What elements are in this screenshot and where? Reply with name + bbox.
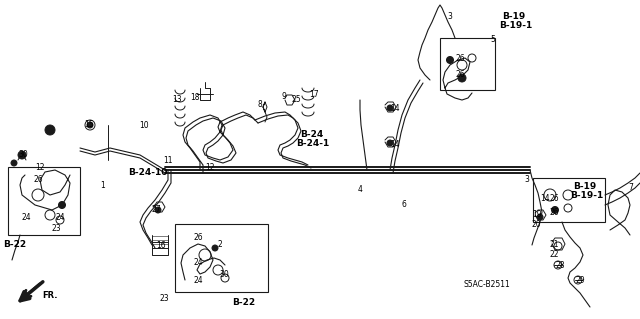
Text: 26: 26: [550, 208, 559, 217]
Bar: [8, 167, 80, 235]
Text: B-24-1: B-24-1: [296, 139, 329, 148]
Text: B-22: B-22: [3, 240, 26, 249]
Circle shape: [212, 245, 218, 251]
Circle shape: [447, 56, 454, 63]
Text: 19: 19: [532, 210, 541, 219]
Text: 1: 1: [100, 181, 105, 190]
Text: 28: 28: [556, 261, 566, 270]
Text: 24: 24: [55, 213, 65, 222]
Text: 15: 15: [84, 120, 93, 129]
Text: 12: 12: [205, 163, 214, 172]
Text: 24: 24: [193, 276, 203, 285]
Text: B-19: B-19: [502, 12, 525, 21]
Bar: [533, 178, 605, 222]
Text: FR.: FR.: [42, 291, 58, 300]
Text: 22: 22: [550, 250, 559, 259]
Text: 17: 17: [309, 90, 319, 99]
Text: B-24: B-24: [300, 130, 323, 139]
Text: 9: 9: [281, 92, 286, 101]
Text: 14: 14: [390, 140, 399, 149]
Text: B-22: B-22: [232, 298, 255, 307]
Circle shape: [537, 214, 543, 220]
Text: 4: 4: [358, 185, 363, 194]
Text: S5AC-B2511: S5AC-B2511: [464, 280, 511, 289]
Text: 10: 10: [139, 121, 148, 130]
Text: 14: 14: [540, 194, 550, 203]
Bar: [440, 38, 495, 90]
Text: 26: 26: [455, 70, 465, 79]
Text: 23: 23: [160, 294, 170, 303]
Circle shape: [45, 125, 55, 135]
Text: 26: 26: [455, 54, 465, 63]
Text: 27: 27: [152, 205, 162, 214]
Text: 23: 23: [52, 224, 61, 233]
Circle shape: [11, 160, 17, 166]
Bar: [175, 224, 268, 292]
Text: B-19-1: B-19-1: [570, 191, 604, 200]
Circle shape: [387, 105, 393, 111]
Circle shape: [18, 151, 26, 159]
Circle shape: [58, 202, 65, 209]
Circle shape: [87, 122, 93, 128]
Text: 12: 12: [35, 163, 45, 172]
Text: 30: 30: [219, 270, 228, 279]
Text: 26: 26: [34, 175, 44, 184]
Text: 18: 18: [190, 93, 200, 102]
Text: 3: 3: [447, 12, 452, 21]
Circle shape: [458, 74, 466, 82]
Text: 8: 8: [258, 100, 263, 109]
Circle shape: [552, 206, 559, 213]
Text: 5: 5: [490, 35, 495, 44]
Text: 21: 21: [550, 240, 559, 249]
Text: B-24-10: B-24-10: [128, 168, 168, 177]
Circle shape: [155, 207, 161, 213]
Text: B-19-1: B-19-1: [499, 21, 532, 30]
Text: 30: 30: [18, 150, 28, 159]
Text: 2: 2: [218, 240, 223, 249]
Text: 20: 20: [532, 220, 541, 229]
Text: 24: 24: [22, 213, 31, 222]
Text: 29: 29: [576, 276, 586, 285]
Text: 7: 7: [628, 183, 633, 192]
Text: 11: 11: [163, 156, 173, 165]
Circle shape: [387, 140, 393, 146]
Text: 6: 6: [402, 200, 407, 209]
Text: 26: 26: [193, 233, 203, 242]
Text: 25: 25: [291, 95, 301, 104]
Text: 3: 3: [524, 175, 529, 184]
Text: B-19: B-19: [573, 182, 596, 191]
Text: 16: 16: [156, 241, 166, 250]
Text: 14: 14: [390, 104, 399, 113]
Text: 13: 13: [172, 95, 182, 104]
Text: 26: 26: [550, 194, 559, 203]
Text: 24: 24: [193, 258, 203, 267]
